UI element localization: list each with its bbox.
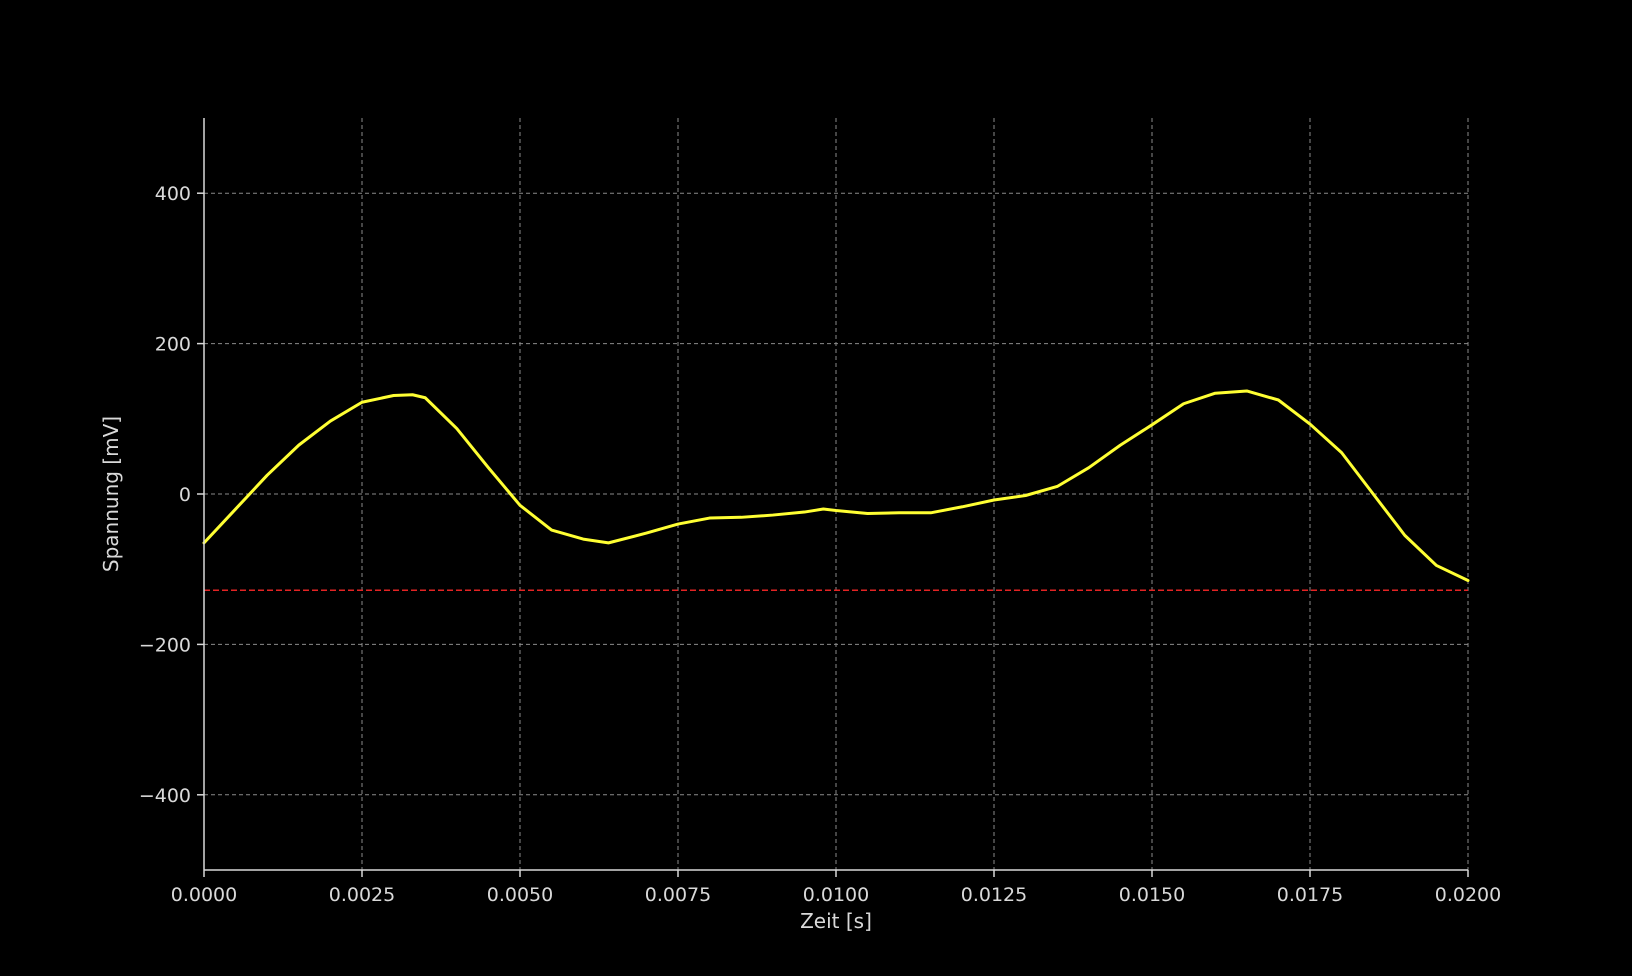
series-line	[202, 389, 1470, 582]
y-tick-label: 0	[179, 484, 191, 506]
grid-lines	[204, 118, 1469, 870]
x-tick-label: 0.0000	[171, 884, 237, 906]
tick-labels: 0.0000 0.0025 0.0050 0.0075 0.0100 0.0125 0.01…	[139, 183, 1501, 906]
y-tick-label: −200	[139, 634, 191, 656]
y-tick-label: −400	[139, 785, 191, 807]
x-tick-label: 0.0100	[803, 884, 869, 906]
y-axis-label: Spannung [mV]	[99, 416, 123, 572]
x-axis-label: Zeit [s]	[800, 909, 872, 933]
x-tick-label: 0.0050	[487, 884, 553, 906]
y-tick-label: 200	[155, 334, 191, 356]
x-tick-label: 0.0200	[1435, 884, 1501, 906]
y-tick-label: 400	[155, 183, 191, 205]
x-tick-label: 0.0125	[961, 884, 1027, 906]
x-tick-label: 0.0025	[329, 884, 395, 906]
x-tick-label: 0.0150	[1119, 884, 1185, 906]
x-tick-label: 0.0075	[645, 884, 711, 906]
series-layer	[202, 389, 1470, 582]
tick-marks	[197, 192, 1469, 877]
x-tick-label: 0.0175	[1277, 884, 1343, 906]
